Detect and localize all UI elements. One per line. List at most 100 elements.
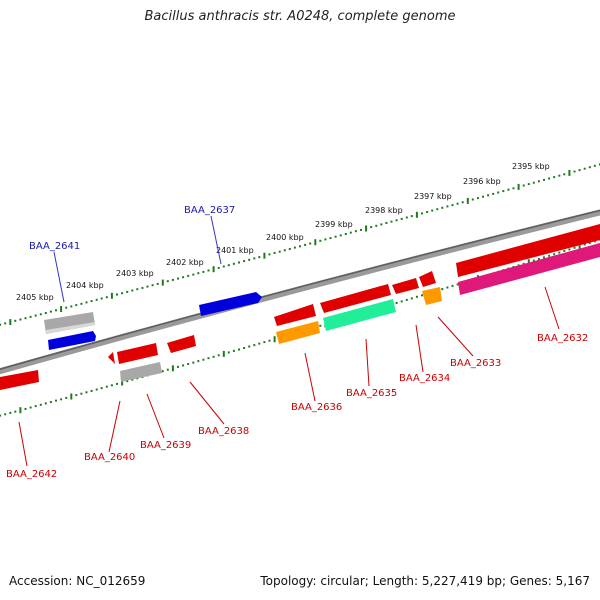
minor-tick (232, 262, 235, 265)
reverse-genes (0, 271, 442, 390)
minor-tick (49, 310, 52, 313)
minor-tick (441, 206, 444, 209)
minor-tick (583, 243, 586, 246)
minor-tick (527, 183, 530, 186)
minor-tick (253, 344, 256, 347)
kbp-label-2399: 2399 kbp (315, 220, 353, 229)
minor-tick (446, 286, 449, 289)
minor-tick (55, 309, 57, 312)
minor-tick (202, 358, 205, 361)
gene-baa-2632 (456, 224, 600, 277)
accession-text: Accession: NC_012659 (9, 574, 146, 588)
minor-tick (9, 411, 12, 414)
minor-tick (558, 174, 561, 177)
minor-tick (543, 256, 545, 259)
minor-tick (395, 219, 398, 222)
minor-tick (166, 368, 169, 371)
gene-baa-2633b (422, 287, 442, 305)
major-tick (9, 319, 12, 326)
minor-tick (65, 306, 68, 309)
minor-tick (431, 209, 434, 212)
minor-tick (319, 239, 322, 242)
minor-tick (227, 351, 230, 354)
minor-tick (461, 201, 464, 204)
forward-genes (44, 224, 600, 350)
minor-tick (207, 269, 210, 272)
minor-tick (177, 277, 179, 280)
minor-tick (548, 254, 551, 257)
gene-baa-2640 (108, 352, 115, 364)
minor-tick (243, 260, 246, 263)
minor-tick (522, 262, 525, 265)
minor-tick (192, 273, 195, 276)
minor-tick (537, 180, 540, 183)
minor-tick (182, 364, 185, 367)
minor-tick (14, 410, 17, 413)
minor-tick (116, 382, 118, 385)
major-tick (466, 197, 469, 204)
minor-tick (232, 349, 235, 352)
gene-baa-2639b (120, 362, 162, 382)
minor-tick (532, 259, 535, 262)
minor-tick (238, 261, 240, 264)
gene-label-baa-2637: BAA_2637 (184, 205, 235, 216)
map-title: Bacillus anthracis str. A0248, complete … (144, 9, 456, 24)
minor-tick (568, 248, 571, 251)
minor-tick (563, 173, 566, 176)
minor-tick (268, 253, 271, 256)
kbp-label-2404: 2404 kbp (66, 281, 104, 290)
minor-tick (202, 270, 205, 273)
major-tick (527, 259, 530, 266)
gene-baa-2643 (48, 331, 96, 350)
minor-tick (390, 220, 393, 223)
kbp-label-2397: 2397 kbp (414, 192, 452, 201)
minor-tick (29, 406, 32, 409)
gene-label-baa-2633: BAA_2633 (450, 358, 501, 369)
gene-label-baa-2642: BAA_2642 (6, 469, 57, 480)
minor-tick (80, 302, 83, 305)
gene-baa-2642 (0, 370, 39, 390)
minor-tick (492, 192, 495, 195)
gene-baa-2636b (276, 321, 320, 344)
connector-baa-2638 (189, 381, 225, 425)
gene-baa-2631 (458, 243, 600, 295)
minor-tick (151, 284, 154, 287)
minor-tick (283, 249, 286, 252)
minor-tick (334, 235, 337, 238)
gene-baa-2636a (274, 304, 316, 326)
minor-tick (227, 264, 230, 267)
gene-baa-2635b (323, 299, 396, 331)
minor-tick (456, 202, 459, 205)
minor-tick (34, 314, 37, 317)
minor-tick (49, 401, 52, 403)
minor-tick (161, 370, 164, 373)
major-tick (171, 365, 174, 372)
gene-baa-2637 (199, 292, 262, 316)
minor-tick (258, 256, 261, 259)
minor-tick (197, 360, 200, 363)
minor-tick (548, 177, 551, 180)
minor-tick (593, 164, 596, 167)
minor-tick (258, 342, 261, 345)
genome-backbone (0, 209, 600, 375)
minor-tick (304, 243, 307, 246)
gene-baa-2641-shade (46, 322, 95, 334)
outer-tick-track (0, 163, 600, 326)
minor-tick (375, 224, 378, 227)
connector-baa-2641 (53, 251, 65, 303)
minor-tick (182, 276, 185, 279)
minor-tick (131, 378, 134, 381)
minor-tick (222, 265, 225, 268)
minor-tick (502, 190, 505, 193)
minor-tick (100, 297, 103, 300)
minor-tick (405, 216, 408, 219)
connector-baa-2634 (415, 324, 424, 373)
major-tick (578, 243, 581, 250)
major-tick (568, 169, 571, 176)
major-tick (517, 183, 520, 190)
minor-tick (400, 300, 403, 303)
minor-tick (537, 258, 540, 260)
minor-tick (90, 300, 93, 303)
major-tick (212, 266, 215, 273)
minor-tick (131, 289, 134, 292)
